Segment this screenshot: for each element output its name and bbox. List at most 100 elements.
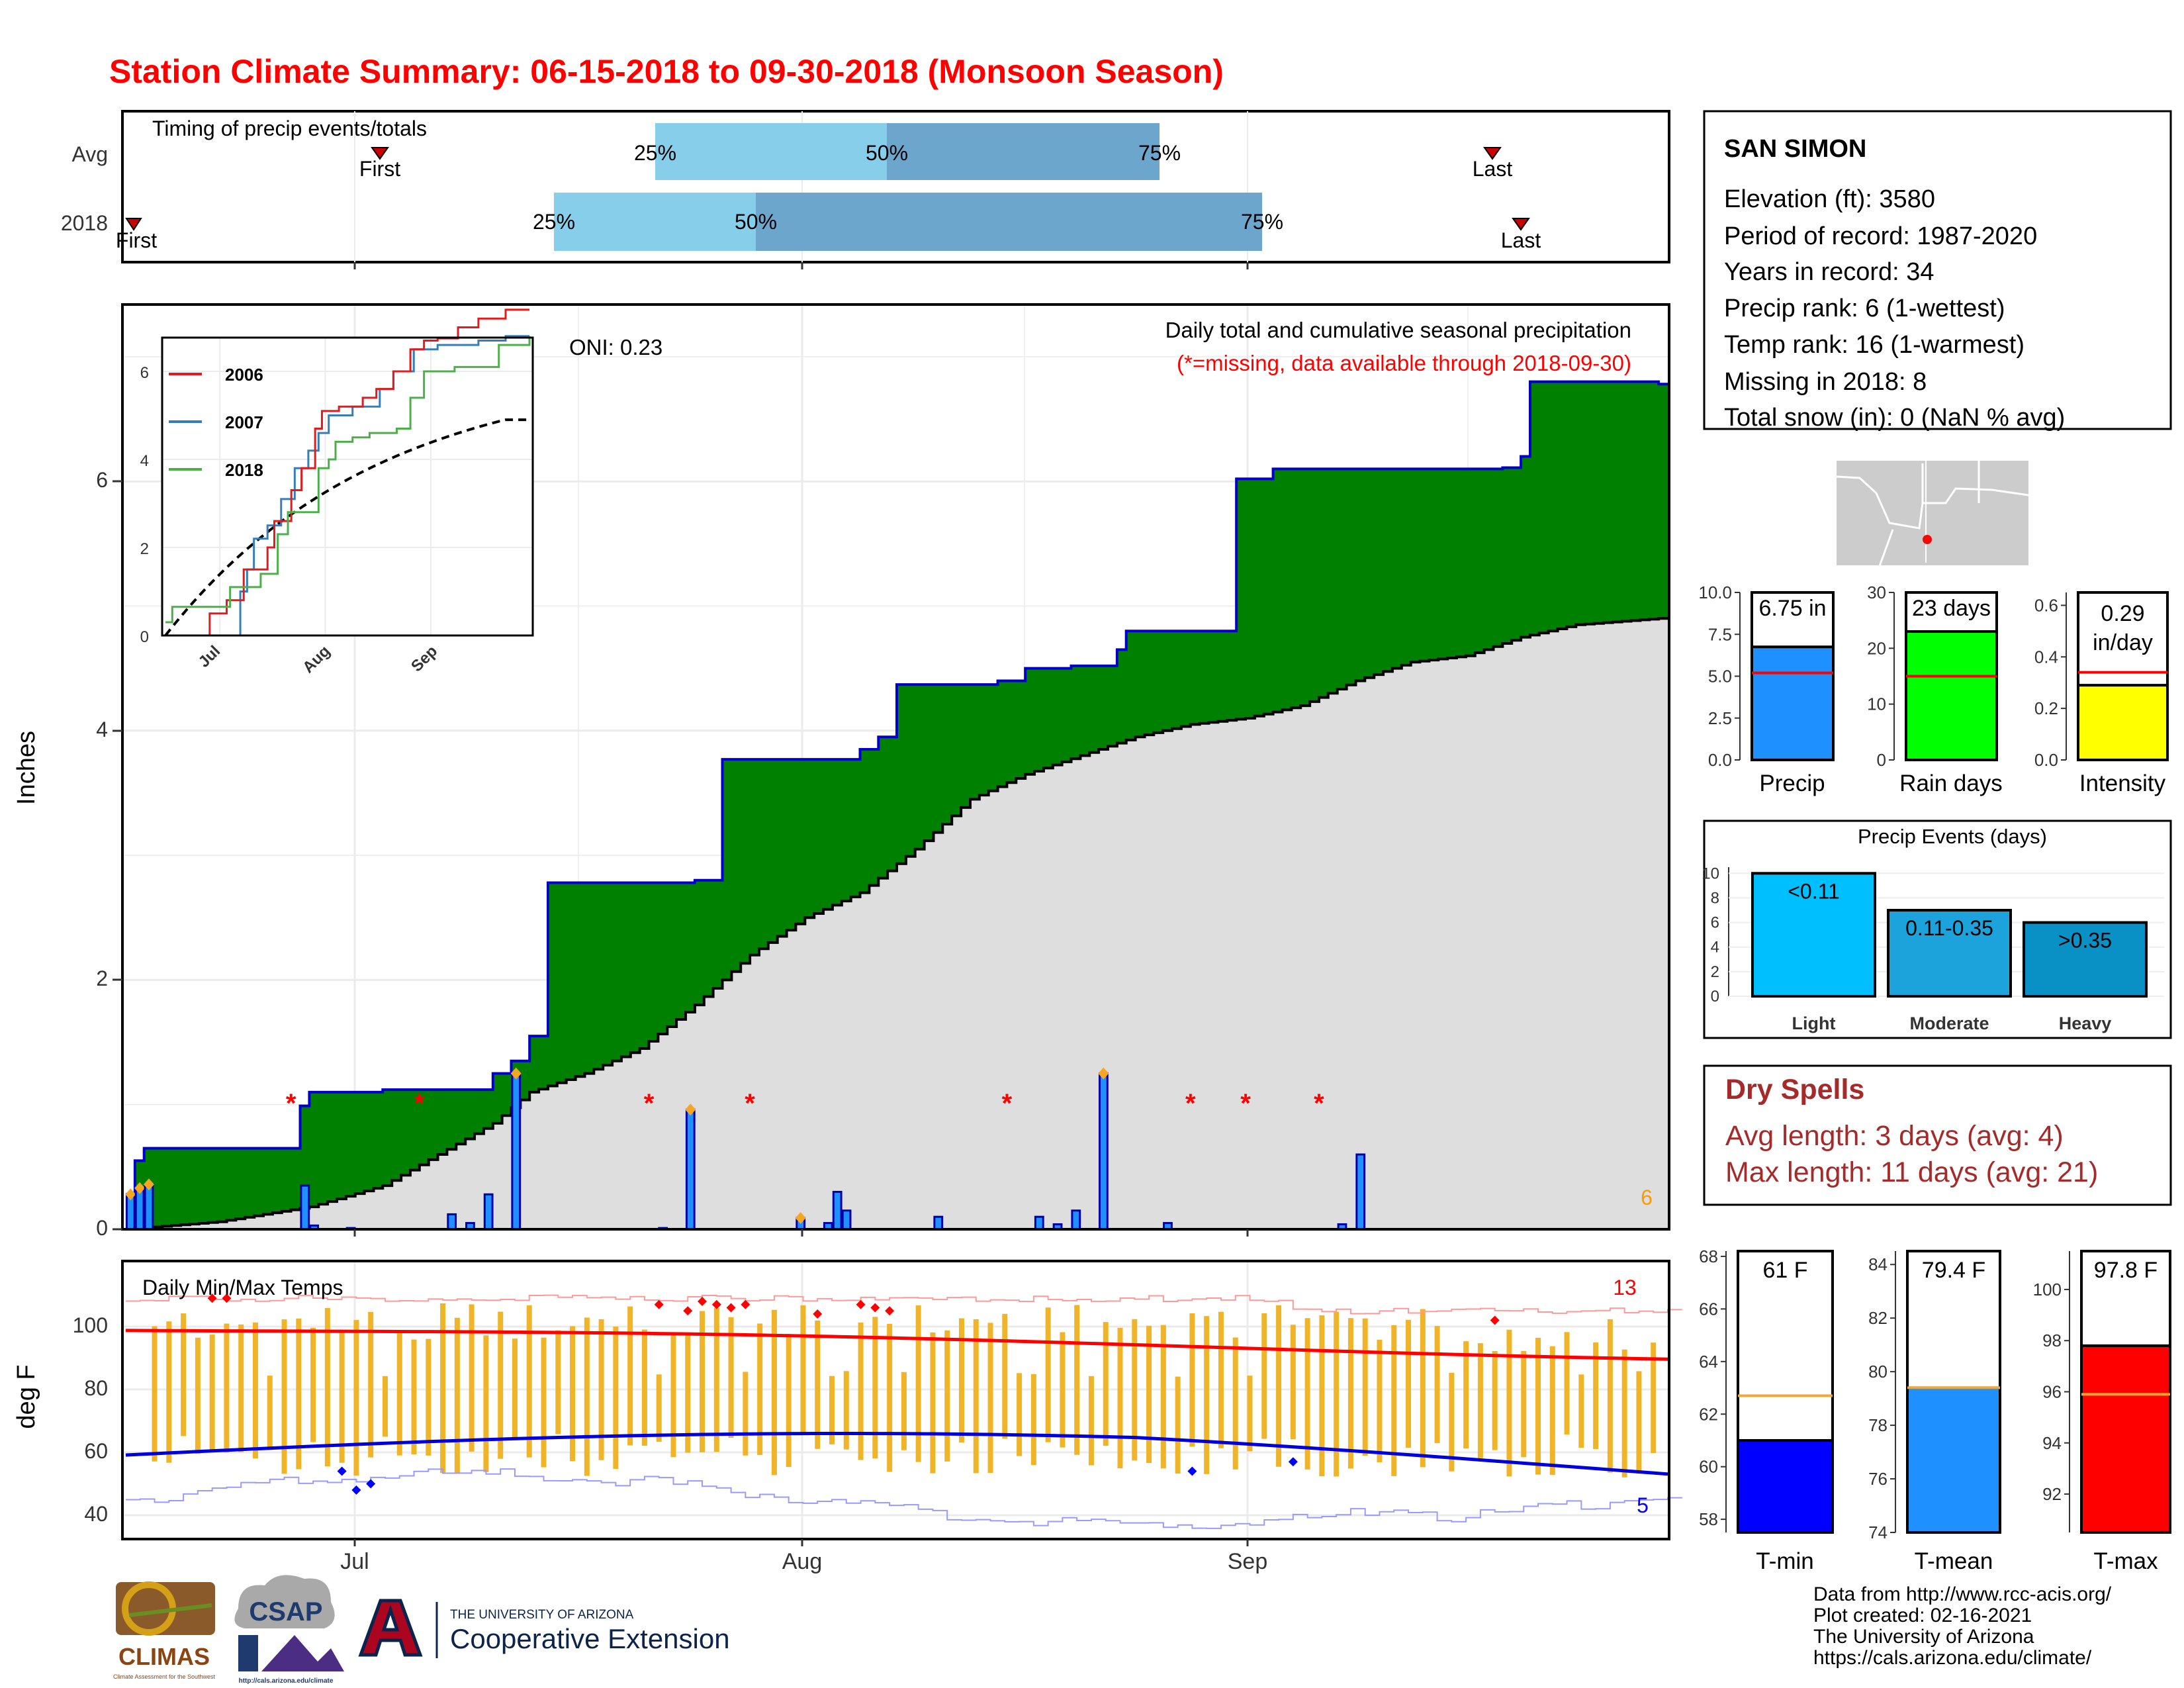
precip-chart-tick-label: 2.5 xyxy=(1708,708,1732,728)
daily-temp-bar xyxy=(800,1305,806,1435)
record-high-marker xyxy=(813,1309,823,1319)
daily-record-marker xyxy=(143,1178,154,1191)
record-low-line xyxy=(126,1468,1682,1529)
daily-temp-bar xyxy=(1002,1313,1008,1439)
events-tick-label: 2 xyxy=(1711,963,1719,981)
tmean-chart-tick-label: 80 xyxy=(1868,1362,1888,1382)
daily-temp-bar xyxy=(1621,1349,1627,1477)
daily-temp-bar xyxy=(1304,1318,1310,1470)
daily-temp-bar xyxy=(440,1303,446,1474)
cumulative-2018-line xyxy=(126,380,1668,1196)
daily-temp-bar xyxy=(498,1311,504,1459)
daily-temp-bar xyxy=(209,1335,215,1453)
temp-xtick-sep: Sep xyxy=(1228,1549,1268,1574)
raindays-chart: 0 10 20 30 23 days xyxy=(1867,583,1998,770)
timing-panel: Timing of precip events/totals Avg 2018 … xyxy=(61,110,1670,263)
csap-logo-text: CSAP xyxy=(249,1597,322,1626)
tmax-chart-tick-label: 100 xyxy=(2033,1280,2062,1299)
daily-temp-bar xyxy=(1247,1376,1253,1452)
record-high-marker xyxy=(726,1303,736,1313)
seasonal-surplus-area xyxy=(126,381,1668,1229)
average-cumulative-area xyxy=(126,618,1668,1229)
tmean-chart-tick-label: 76 xyxy=(1868,1469,1888,1489)
daily-temp-bar xyxy=(627,1306,633,1446)
avg-p25-label: 25% xyxy=(634,141,676,165)
y2018-last-label: Last xyxy=(1501,228,1541,252)
credits-block: Data from http://www.rcc-acis.org/ Plot … xyxy=(1813,1583,2112,1669)
daily-temp-bar xyxy=(915,1305,921,1462)
tmin-chart-value-bar xyxy=(1737,1438,1834,1534)
temp-ytick-40: 40 xyxy=(84,1502,108,1526)
daily-temp-bar xyxy=(858,1323,864,1460)
dry-spells-box: Dry Spells Avg length: 3 days (avg: 4) M… xyxy=(1703,1064,2172,1206)
daily-temp-bar xyxy=(454,1317,460,1474)
ua-cooperative-extension-logo: THE UNIVERSITY OF ARIZONA Cooperative Ex… xyxy=(358,1599,730,1658)
tmax-chart-value-bar xyxy=(2080,1344,2171,1534)
avg-50-75-bar xyxy=(887,123,1160,180)
events-bar-label: >0.35 xyxy=(2058,929,2112,953)
daily-temp-bar xyxy=(483,1335,489,1472)
ua-logo-top: THE UNIVERSITY OF ARIZONA xyxy=(450,1608,634,1622)
inset-ytick-0: 0 xyxy=(140,628,149,646)
events-bar-label: 0.11-0.35 xyxy=(1905,916,1993,940)
avg-last-marker xyxy=(1483,147,1502,160)
tmin-chart-tick-label: 60 xyxy=(1699,1457,1718,1477)
avg-p50-label: 50% xyxy=(866,141,908,165)
daily-temp-bar xyxy=(541,1337,547,1468)
station-line-2: Period of record: 1987-2020 xyxy=(1724,222,2037,250)
daily-precip-bar xyxy=(933,1215,944,1231)
events-bar-label: <0.11 xyxy=(1788,879,1840,903)
average-min-line xyxy=(125,1431,1668,1476)
missing-day-marker: * xyxy=(1240,1089,1251,1118)
precip-chart: 0.0 2.5 5.0 7.5 10.0 6.75 in xyxy=(1698,583,1835,770)
tmax-stat-label: T-max xyxy=(2093,1548,2158,1574)
daily-temp-bar xyxy=(166,1321,172,1463)
main-ytick-0: 0 xyxy=(96,1216,108,1240)
daily-precip-bar xyxy=(1355,1153,1366,1231)
daily-temp-bar xyxy=(713,1307,719,1452)
daily-temp-bar xyxy=(1377,1339,1383,1463)
climas-logo-sub: Climate Assessment for the Southwest xyxy=(113,1673,216,1680)
daily-temp-bar xyxy=(1189,1313,1195,1447)
station-line-3: Years in record: 34 xyxy=(1724,258,1934,286)
daily-temp-bar xyxy=(598,1319,604,1460)
events-tick-label: 4 xyxy=(1711,939,1719,957)
temp-ytick-100: 100 xyxy=(73,1313,108,1337)
timing-row-label-2018: 2018 xyxy=(61,211,108,235)
temp-cold-count: 5 xyxy=(1637,1493,1649,1517)
daily-temp-bar xyxy=(267,1376,273,1450)
daily-temp-bar xyxy=(1088,1376,1094,1466)
tmax-chart-tick-label: 98 xyxy=(2042,1331,2062,1350)
daily-temp-bar xyxy=(670,1334,676,1458)
timing-row-label-avg: Avg xyxy=(71,142,108,166)
daily-temp-bar xyxy=(1564,1332,1570,1435)
tmax-chart-tick-label: 96 xyxy=(2042,1382,2062,1402)
daily-temp-bar xyxy=(1276,1305,1282,1467)
daily-temp-bar xyxy=(829,1376,835,1444)
y2018-25-50-bar xyxy=(554,193,756,251)
events-category-label: Heavy xyxy=(2059,1013,2112,1033)
missing-day-marker: * xyxy=(1002,1089,1013,1118)
daily-temp-bar xyxy=(353,1320,359,1476)
legend-line1: Daily total and cumulative seasonal prec… xyxy=(1165,318,1631,342)
daily-record-marker xyxy=(795,1212,806,1225)
tmin-chart-tick-label: 62 xyxy=(1699,1404,1718,1424)
daily-precip-bar xyxy=(300,1184,310,1231)
daily-temp-bar xyxy=(656,1374,662,1442)
main-ytick-6: 6 xyxy=(96,468,108,492)
record-markers xyxy=(207,1293,1500,1495)
daily-temp-bar xyxy=(973,1319,979,1474)
daily-temp-bar xyxy=(1060,1332,1066,1448)
daily-temp-bar xyxy=(296,1318,302,1470)
daily-temp-bar xyxy=(728,1317,734,1438)
daily-temp-bar xyxy=(1607,1319,1613,1473)
y2018-p75-label: 75% xyxy=(1241,210,1283,234)
station-info-box: SAN SIMON Elevation (ft): 3580 Period of… xyxy=(1703,110,2172,432)
raindays-chart-tick-label: 0 xyxy=(1877,750,1886,770)
daily-temp-bar xyxy=(1593,1342,1599,1450)
precip-stat-label: Precip xyxy=(1759,771,1825,796)
daily-temp-bar xyxy=(887,1323,893,1472)
raindays-stat-label: Rain days xyxy=(1899,771,2003,796)
raindays-chart-tick-label: 10 xyxy=(1867,694,1886,714)
